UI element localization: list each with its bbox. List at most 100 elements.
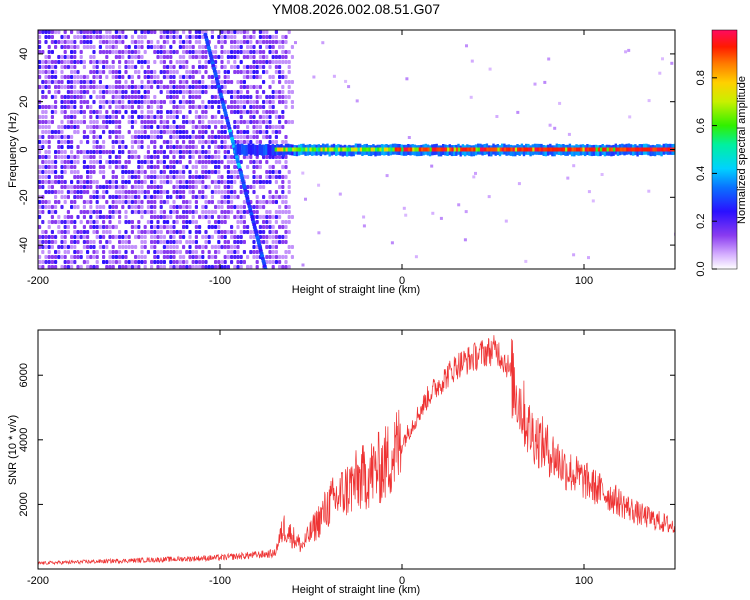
heatmap-cell — [255, 110, 259, 114]
heatmap-cell — [210, 255, 214, 259]
heatmap-cell — [204, 65, 208, 69]
heatmap-cell — [98, 90, 102, 94]
heatmap-cell — [156, 115, 160, 119]
heatmap-cell — [191, 105, 195, 109]
heatmap-cell — [204, 55, 208, 59]
heatmap-cell — [137, 185, 141, 189]
heatmap-cell — [185, 50, 189, 54]
heatmap-cell — [249, 250, 253, 254]
heatmap-cell — [79, 195, 83, 199]
heatmap-cell — [252, 100, 256, 104]
heatmap-cell — [191, 95, 195, 99]
heatmap-cell — [153, 255, 157, 259]
heatmap-cell — [102, 260, 106, 264]
heatmap-cell — [182, 180, 186, 184]
heatmap-cell — [249, 160, 253, 164]
heatmap-cell — [166, 165, 170, 169]
heatmap-cell — [150, 80, 154, 84]
heatmap-cell — [268, 110, 272, 114]
heatmap-cell — [66, 265, 70, 269]
heatmap-cell — [162, 130, 166, 134]
heatmap-cell — [172, 30, 176, 34]
heatmap-cell — [50, 50, 54, 54]
heatmap-cell — [102, 205, 106, 209]
heatmap-cell — [79, 140, 83, 144]
heatmap-cell — [95, 160, 99, 164]
heatmap-cell — [140, 245, 144, 249]
heatmap-cell — [150, 235, 154, 239]
heatmap-cell — [262, 65, 266, 69]
heatmap-cell — [169, 135, 173, 139]
heatmap-cell — [281, 210, 285, 214]
heatmap-cell — [278, 255, 282, 259]
heatmap-cell — [162, 265, 166, 269]
heatmap-cell — [255, 220, 259, 224]
heatmap-cell — [82, 30, 86, 34]
heatmap-cell — [233, 45, 237, 49]
heatmap-cell — [198, 50, 202, 54]
heatmap-cell — [414, 255, 418, 259]
heatmap-cell — [82, 75, 86, 79]
heatmap-cell — [118, 185, 122, 189]
heatmap-cell — [274, 60, 278, 64]
heatmap-cell — [44, 245, 48, 249]
heatmap-cell — [284, 40, 288, 44]
heatmap-cell — [201, 180, 205, 184]
heatmap-cell — [281, 125, 285, 129]
heatmap-cell — [169, 90, 173, 94]
heatmap-cell — [130, 35, 134, 39]
heatmap-cell — [89, 85, 93, 89]
steady-line-core — [665, 147, 668, 152]
heatmap-cell — [185, 225, 189, 229]
heatmap-cell — [47, 140, 51, 144]
heatmap-cell — [207, 160, 211, 164]
heatmap-cell — [98, 105, 102, 109]
heatmap-cell — [156, 110, 160, 114]
heatmap-cell — [198, 180, 202, 184]
heatmap-cell — [92, 85, 96, 89]
steady-line-core — [606, 147, 609, 152]
heatmap-cell — [278, 40, 282, 44]
steady-line-core — [342, 147, 345, 152]
heatmap-cell — [220, 215, 224, 219]
heatmap-cell — [79, 40, 83, 44]
heatmap-cell — [166, 175, 170, 179]
heatmap-cell — [73, 185, 77, 189]
heatmap-cell — [41, 230, 45, 234]
heatmap-cell — [188, 30, 192, 34]
heatmap-cell — [140, 130, 144, 134]
heatmap-cell — [76, 170, 80, 174]
heatmap-cell — [210, 75, 214, 79]
heatmap-cell — [262, 185, 266, 189]
heatmap-cell — [150, 195, 154, 199]
heatmap-cell — [258, 50, 262, 54]
heatmap-cell — [70, 85, 74, 89]
heatmap-cell — [105, 55, 109, 59]
heatmap-cell — [223, 155, 227, 159]
heatmap-cell — [239, 70, 243, 74]
heatmap-cell — [73, 125, 77, 129]
heatmap-cell — [201, 245, 205, 249]
heatmap-cell — [60, 170, 64, 174]
heatmap-cell — [156, 75, 160, 79]
heatmap-cell — [290, 55, 294, 59]
heatmap-cell — [114, 165, 118, 169]
heatmap-cell — [79, 250, 83, 254]
heatmap-cell — [278, 225, 282, 229]
heatmap-cell — [204, 90, 208, 94]
heatmap-cell — [223, 30, 227, 34]
heatmap-cell — [108, 255, 112, 259]
steady-line-core — [427, 147, 430, 152]
heatmap-cell — [41, 210, 45, 214]
heatmap-cell — [249, 155, 253, 159]
heatmap-cell — [271, 105, 275, 109]
heatmap-cell — [143, 170, 147, 174]
heatmap-cell — [262, 240, 266, 244]
heatmap-cell — [150, 160, 154, 164]
heatmap-cell — [265, 135, 269, 139]
heatmap-cell — [92, 240, 96, 244]
heatmap-cell — [50, 240, 54, 244]
heatmap-cell — [191, 240, 195, 244]
heatmap-cell — [214, 220, 218, 224]
heatmap-cell — [105, 65, 109, 69]
